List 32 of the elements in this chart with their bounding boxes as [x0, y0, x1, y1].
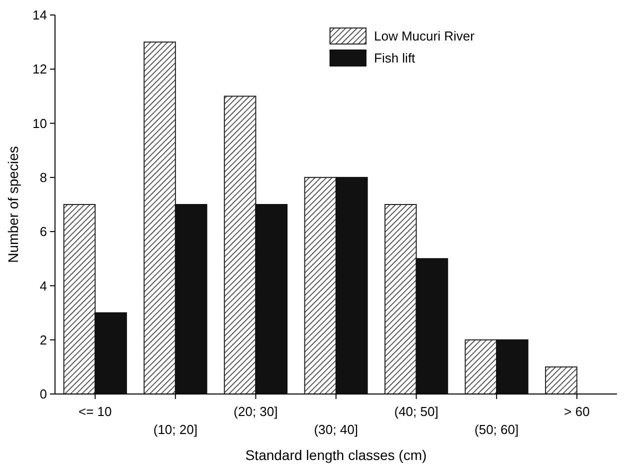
bar	[496, 339, 528, 394]
y-tick-label: 6	[40, 224, 47, 240]
bar	[464, 339, 498, 394]
y-tick-label: 8	[40, 170, 47, 185]
bar	[94, 312, 127, 394]
x-tick-label: > 60	[564, 404, 590, 419]
x-tick-label: (30; 40]	[314, 422, 358, 437]
legend-label: Fish lift	[374, 50, 416, 66]
bar	[144, 42, 176, 394]
legend-label: Low Mucuri River	[374, 28, 476, 44]
bar	[304, 176, 336, 394]
x-tick-label: (50; 60]	[474, 422, 519, 437]
bar	[224, 96, 256, 394]
y-axis-title: Number of species	[5, 146, 21, 263]
y-tick-label: 4	[40, 278, 47, 294]
bar	[255, 204, 288, 394]
y-tick-label: 12	[32, 62, 47, 77]
y-tick-label: 10	[32, 116, 47, 131]
x-axis-title: Standard length classes (cm)	[245, 447, 427, 463]
y-tick-label: 2	[40, 332, 47, 348]
x-tick-label: (40; 50]	[394, 404, 438, 419]
x-tick-label: <= 10	[78, 404, 112, 419]
y-tick-label: 14	[32, 8, 47, 23]
y-tick-label: 0	[40, 386, 47, 402]
bar	[416, 258, 448, 394]
bar	[336, 176, 368, 394]
bar	[63, 204, 96, 394]
bar	[174, 204, 208, 394]
x-tick-label: (10; 20]	[153, 422, 198, 437]
bar	[384, 204, 417, 394]
bar	[545, 366, 578, 394]
x-tick-label: (20; 30]	[234, 404, 278, 419]
